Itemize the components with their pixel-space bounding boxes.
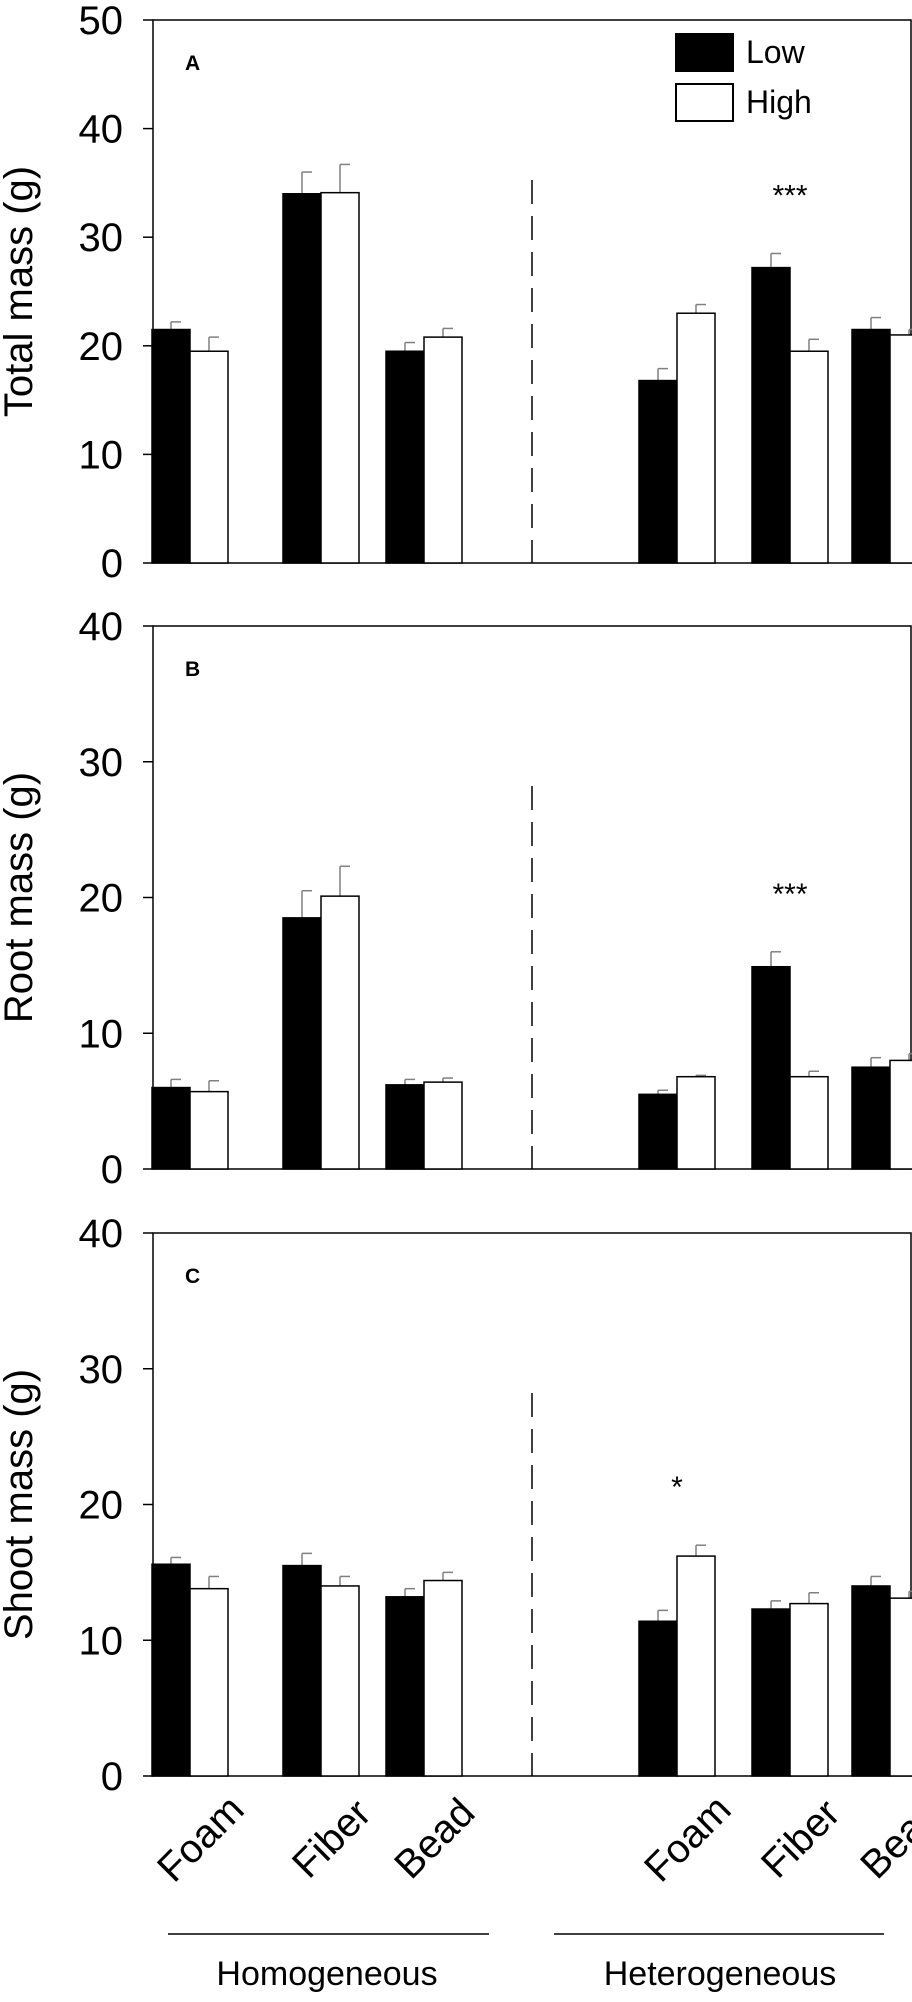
y-tick-label: 30 <box>79 216 124 260</box>
y-axis-label: Shoot mass (g) <box>0 1369 41 1640</box>
y-tick-label: 20 <box>79 877 124 921</box>
group-label-homogeneous: Homogeneous <box>216 1955 437 1993</box>
bar-high <box>676 1075 716 1170</box>
bar-low <box>751 1608 791 1777</box>
bar-low <box>385 350 425 564</box>
y-tick-label: 10 <box>79 1012 124 1056</box>
bar-low <box>851 1066 891 1170</box>
panel-c: 0 10 20 30 40 Shoot mass (g) C * <box>0 1212 912 1799</box>
bar-high <box>423 1081 463 1170</box>
y-tick-label: 40 <box>79 605 124 649</box>
group-label-heterogeneous: Heterogeneous <box>604 1955 837 1993</box>
bar-high <box>789 350 829 564</box>
bar-high <box>889 1059 912 1170</box>
y-tick-label: 0 <box>101 542 123 586</box>
bar-low <box>282 193 322 564</box>
bar-high <box>789 1075 829 1170</box>
bar-low <box>751 266 791 564</box>
group-labels: Homogeneous Heterogeneous <box>168 1933 884 1993</box>
x-category-label: Foam <box>636 1787 739 1890</box>
bar-high <box>676 312 716 564</box>
bar-high <box>189 350 229 564</box>
x-category-label: Bead <box>852 1790 912 1887</box>
y-tick-label: 10 <box>79 433 124 477</box>
bar-low <box>638 1093 678 1170</box>
bar-high <box>889 1597 912 1777</box>
panel-a: 0 10 20 30 40 50 Total mass (g) A *** <box>0 0 912 586</box>
bar-low <box>282 1564 322 1777</box>
y-axis-label: Root mass (g) <box>0 772 41 1023</box>
bar-high <box>789 1602 829 1777</box>
y-tick-label: 20 <box>79 1484 124 1528</box>
panel-label: A <box>185 52 200 75</box>
y-tick-label: 20 <box>79 325 124 369</box>
significance-marker: *** <box>772 878 807 911</box>
bar-high <box>423 1579 463 1777</box>
y-tick-label: 0 <box>101 1148 123 1192</box>
panel-label: C <box>185 1265 200 1288</box>
panel-b: 0 10 20 30 40 Root mass (g) B *** <box>0 605 912 1192</box>
bar-low <box>151 1563 191 1777</box>
y-tick-label: 30 <box>79 1348 124 1392</box>
y-tick-label: 40 <box>79 108 124 152</box>
bar-high <box>320 895 360 1170</box>
bar-low <box>385 1084 425 1170</box>
y-tick-label: 10 <box>79 1619 124 1663</box>
y-tick-label: 0 <box>101 1755 123 1799</box>
y-tick-label: 30 <box>79 741 124 785</box>
bar-low <box>282 917 322 1170</box>
x-category-label: Fiber <box>753 1791 849 1887</box>
legend-swatch-high <box>675 83 734 122</box>
bar-low <box>151 328 191 564</box>
y-tick-label: 40 <box>79 1212 124 1256</box>
bar-low <box>638 379 678 564</box>
bar-high <box>320 191 360 564</box>
bar-high <box>889 334 912 564</box>
bar-low <box>851 328 891 564</box>
bar-high <box>189 1090 229 1170</box>
x-category-label: Fiber <box>284 1791 380 1887</box>
bar-high <box>676 1555 716 1777</box>
x-category-label: Bead <box>386 1790 483 1887</box>
y-axis-label: Total mass (g) <box>0 166 41 417</box>
x-category-labels: Foam Fiber Bead Foam Fiber Bead <box>149 1787 912 1890</box>
significance-marker: * <box>671 1471 683 1504</box>
legend: Low High <box>675 33 812 122</box>
bar-low <box>638 1620 678 1777</box>
bar-high <box>189 1587 229 1777</box>
bar-low <box>151 1086 191 1170</box>
y-tick-label: 50 <box>79 0 124 43</box>
legend-label-high: High <box>746 84 812 120</box>
legend-label-low: Low <box>746 34 806 70</box>
panel-label: B <box>185 658 200 681</box>
x-category-label: Foam <box>149 1787 252 1890</box>
bar-high <box>423 336 463 564</box>
bar-low <box>851 1585 891 1777</box>
panels: 0 10 20 30 40 50 Total mass (g) A *** 0 10 20 30 40 Ro… <box>0 0 912 1799</box>
bar-high <box>320 1585 360 1777</box>
bar-low <box>751 965 791 1170</box>
bar-low <box>385 1596 425 1777</box>
significance-marker: *** <box>772 179 807 212</box>
legend-swatch-low <box>675 33 734 72</box>
